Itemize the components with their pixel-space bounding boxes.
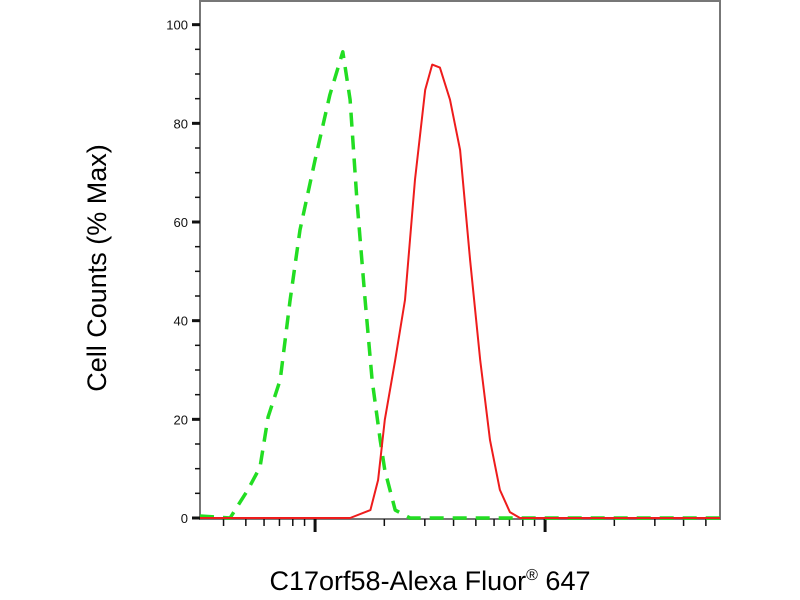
control-series-line xyxy=(199,50,720,520)
x-axis-label: C17orf58-Alexa Fluor® 647 xyxy=(270,566,591,596)
sample-series-line xyxy=(200,63,720,519)
y-tick-label: 80 xyxy=(174,116,188,131)
plot-frame xyxy=(199,0,721,520)
x-axis-label-registered: ® xyxy=(526,567,538,584)
x-axis-label-main: C17orf58-Alexa Fluor xyxy=(270,566,527,596)
y-tick-label: 0 xyxy=(181,511,188,526)
y-tick-label: 100 xyxy=(166,18,188,33)
y-axis-label: Cell Counts (% Max) xyxy=(82,144,112,392)
x-axis xyxy=(222,519,707,532)
y-tick-label: 40 xyxy=(174,314,188,329)
x-axis-label-suffix: 647 xyxy=(538,566,591,596)
series-group xyxy=(199,50,720,520)
y-axis: 0 20 40 60 80 100 xyxy=(166,18,200,526)
y-tick-label: 20 xyxy=(174,412,188,427)
y-tick-label: 60 xyxy=(174,215,188,230)
plot-border xyxy=(199,0,721,520)
